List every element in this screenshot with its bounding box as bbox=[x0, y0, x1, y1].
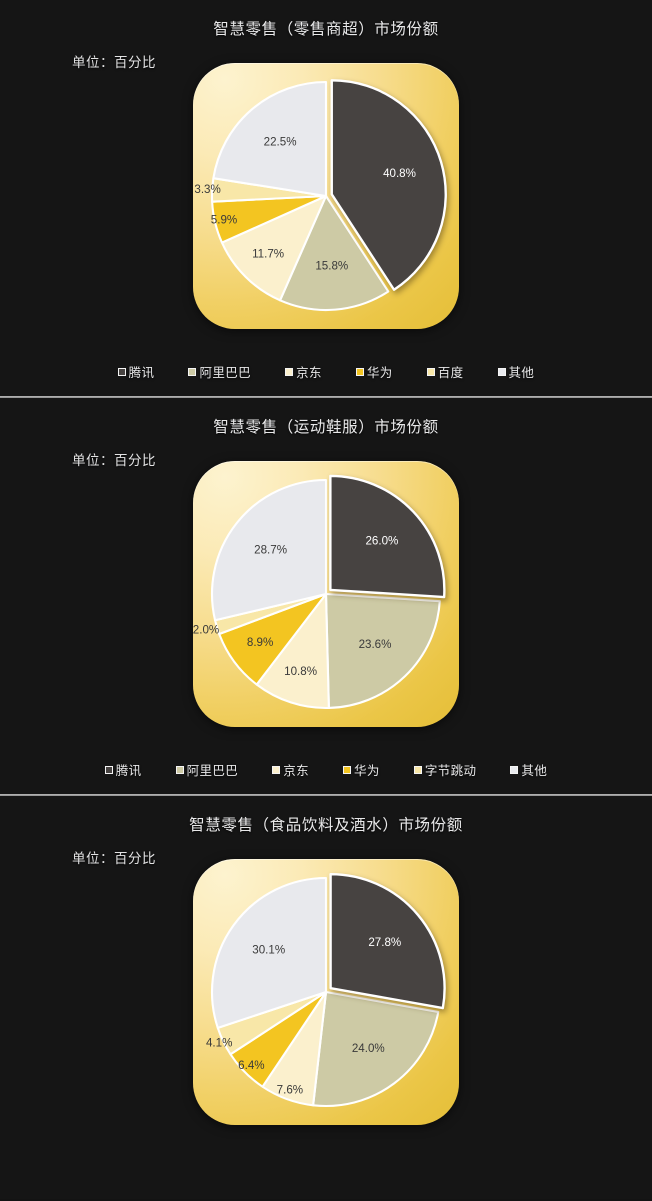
unit-label: 单位：百分比 bbox=[72, 453, 156, 468]
pie-slice-value-阿里巴巴: 23.6% bbox=[359, 638, 392, 651]
pie-slice-value-其他: 30.1% bbox=[252, 944, 285, 957]
pie-chart[interactable]: 27.8% 24.0% 7.6% 6.4% 4.1% 30.1% bbox=[193, 859, 459, 1125]
legend-label: 字节跳动 bbox=[424, 764, 477, 778]
legend-swatch-icon bbox=[355, 367, 364, 376]
pie-slice-value-腾讯: 27.8% bbox=[368, 936, 401, 949]
pie-slice-value-阿里巴巴: 24.0% bbox=[352, 1042, 385, 1055]
legend-swatch-icon bbox=[497, 367, 506, 376]
legend-label: 百度 bbox=[437, 366, 464, 380]
pie-slice-value-腾讯: 26.0% bbox=[365, 535, 398, 548]
chart-panel-food-beverage: 智慧零售（食品饮料及酒水）市场份额 单位：百分比 27.8% 24.0% 7.6% 6… bbox=[0, 796, 652, 1199]
legend-label: 其他 bbox=[508, 366, 535, 380]
legend-swatch-icon bbox=[117, 367, 126, 376]
legend-swatch-icon bbox=[188, 367, 197, 376]
legend-label: 京东 bbox=[296, 366, 322, 380]
pie-slice-value-其他: 28.7% bbox=[254, 543, 287, 556]
pie-slice-京东[interactable] bbox=[255, 592, 330, 710]
pie-slice-value-腾讯: 40.8% bbox=[383, 167, 416, 180]
page-title: 智慧零售（运动鞋服）市场份额 bbox=[213, 419, 439, 436]
chart-legend: 腾讯 阿里巴巴 京东 华为 字节跳动 其他 bbox=[0, 760, 652, 779]
legend-label: 腾讯 bbox=[128, 366, 155, 380]
pie-slice-value-京东: 11.7% bbox=[252, 247, 284, 260]
legend-item-百度[interactable]: 百度 bbox=[426, 362, 464, 381]
legend-label: 阿里巴巴 bbox=[186, 764, 239, 778]
legend-swatch-icon bbox=[285, 367, 294, 376]
pie-slice-value-华为: 5.9% bbox=[211, 214, 237, 227]
legend-item-腾讯[interactable]: 腾讯 bbox=[104, 760, 142, 779]
pie-slice-腾讯[interactable] bbox=[329, 872, 446, 1010]
legend-item-华为[interactable]: 华为 bbox=[343, 760, 380, 779]
legend-item-其他[interactable]: 其他 bbox=[510, 760, 547, 779]
chart-panel-sports-apparel: 智慧零售（运动鞋服）市场份额 单位：百分比 26.0% 23.6% 10.8% 8.9… bbox=[0, 398, 652, 796]
legend-label: 腾讯 bbox=[115, 764, 142, 778]
legend-item-华为[interactable]: 华为 bbox=[355, 362, 393, 381]
pie-chart-svg: 40.8% 15.8% 11.7% 5.9% 3.3% 22.5% bbox=[194, 79, 447, 311]
legend-swatch-icon bbox=[175, 765, 184, 774]
pie-chart[interactable]: 26.0% 23.6% 10.8% 8.9% 2.0% 28.7% bbox=[193, 461, 459, 727]
legend-label: 华为 bbox=[366, 366, 393, 380]
unit-label: 单位：百分比 bbox=[72, 851, 156, 866]
pie-slice-腾讯[interactable] bbox=[329, 474, 446, 599]
pie-slice-京东[interactable] bbox=[220, 194, 328, 302]
pie-slice-value-京东: 6.4% bbox=[238, 1059, 264, 1072]
legend-swatch-icon bbox=[510, 765, 519, 774]
legend-swatch-icon bbox=[426, 367, 435, 376]
chart-legend: 腾讯 阿里巴巴 京东 华为 百度 其他 bbox=[0, 362, 652, 381]
pie-slice-腾讯[interactable] bbox=[330, 79, 447, 291]
pie-chart-card: 27.8% 24.0% 7.6% 6.4% 4.1% 30.1% bbox=[193, 859, 459, 1125]
pie-slice-阿里巴巴[interactable] bbox=[279, 194, 390, 311]
legend-label: 华为 bbox=[354, 764, 380, 778]
pie-slice-其他[interactable] bbox=[212, 80, 328, 198]
legend-item-其他[interactable]: 其他 bbox=[497, 362, 535, 381]
legend-item-阿里巴巴[interactable]: 阿里巴巴 bbox=[175, 760, 239, 779]
pie-chart-svg: 26.0% 23.6% 10.8% 8.9% 2.0% 28.7% bbox=[193, 474, 446, 710]
pie-slice-value-百度: 3.3% bbox=[194, 183, 220, 196]
page-title: 智慧零售（零售商超）市场份额 bbox=[213, 21, 439, 38]
panel-divider bbox=[0, 396, 652, 398]
pie-slice-阿里巴巴[interactable] bbox=[324, 592, 441, 710]
chart-panel-retail-supermarket: 智慧零售（零售商超）市场份额 单位：百分比 40.8% 15.8% 11.7% 5.9… bbox=[0, 0, 652, 398]
panel-divider bbox=[0, 794, 652, 796]
legend-swatch-icon bbox=[343, 765, 351, 774]
pie-chart[interactable]: 40.8% 15.8% 11.7% 5.9% 3.3% 22.5% bbox=[193, 63, 459, 329]
pie-chart-card: 40.8% 15.8% 11.7% 5.9% 3.3% 22.5% bbox=[193, 63, 459, 329]
pie-chart-card: 26.0% 23.6% 10.8% 8.9% 2.0% 28.7% bbox=[193, 461, 459, 727]
pie-slice-value-其他: 22.5% bbox=[264, 135, 297, 148]
legend-item-腾讯[interactable]: 腾讯 bbox=[117, 362, 155, 381]
legend-item-京东[interactable]: 京东 bbox=[272, 760, 309, 779]
legend-swatch-icon bbox=[413, 765, 422, 774]
legend-swatch-icon bbox=[104, 765, 113, 774]
pie-slice-其他[interactable] bbox=[210, 876, 328, 1029]
pie-slice-value-阿里巴巴: 15.8% bbox=[315, 259, 348, 272]
pie-slice-其他[interactable] bbox=[210, 478, 328, 622]
legend-item-阿里巴巴[interactable]: 阿里巴巴 bbox=[188, 362, 251, 381]
legend-item-字节跳动[interactable]: 字节跳动 bbox=[413, 760, 477, 779]
legend-swatch-icon bbox=[272, 765, 281, 774]
page-title: 智慧零售（食品饮料及酒水）市场份额 bbox=[189, 817, 463, 834]
pie-slice-value-京东: 10.8% bbox=[284, 665, 317, 678]
pie-slice-value-华为: 8.9% bbox=[247, 636, 273, 649]
unit-label: 单位：百分比 bbox=[72, 55, 156, 70]
legend-label: 京东 bbox=[283, 764, 309, 778]
legend-item-京东[interactable]: 京东 bbox=[285, 362, 322, 381]
pie-slice-value-字节跳动: 2.0% bbox=[193, 624, 219, 637]
pie-slice-value-华为: 4.1% bbox=[206, 1037, 232, 1050]
pie-slice-阿里巴巴[interactable] bbox=[312, 990, 440, 1107]
legend-label: 其他 bbox=[521, 764, 548, 778]
legend-label: 阿里巴巴 bbox=[199, 366, 252, 380]
pie-chart-svg: 27.8% 24.0% 7.6% 6.4% 4.1% 30.1% bbox=[206, 872, 446, 1107]
pie-slice-value-字节跳动: 7.6% bbox=[277, 1084, 303, 1097]
